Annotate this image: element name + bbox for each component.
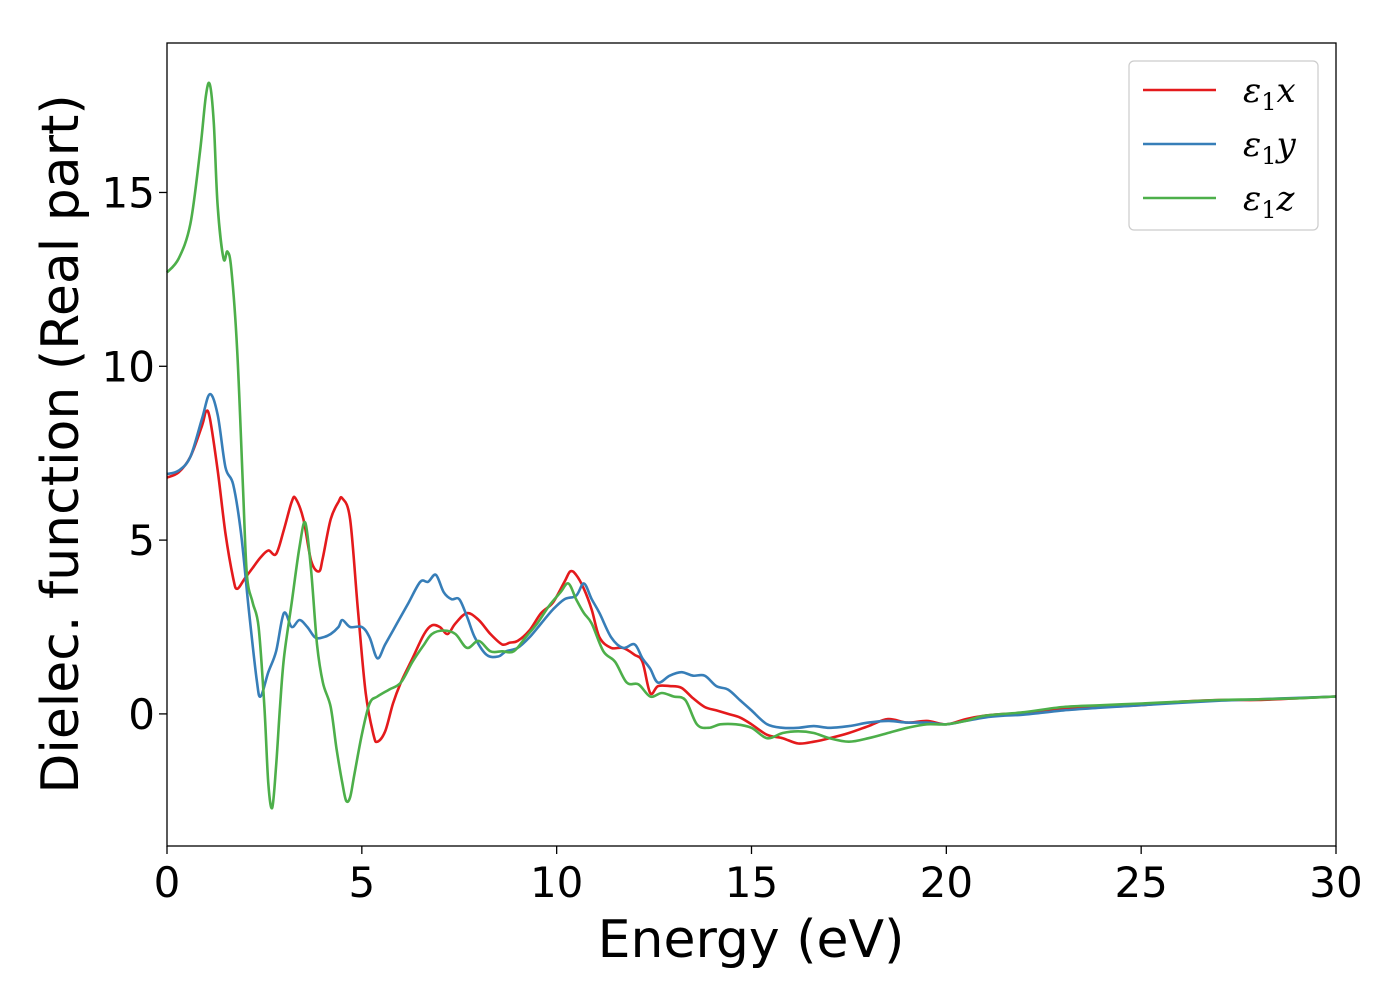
x-axis-label: Energy (eV)	[598, 910, 905, 970]
legend-label-symbol: ε	[1243, 179, 1261, 219]
legend-label-variable: z	[1276, 179, 1296, 219]
legend-label-symbol: ε	[1243, 71, 1261, 111]
y-axis-ticks: 0 5 10 15	[102, 168, 167, 739]
legend-label-subscript: 1	[1261, 88, 1276, 116]
x-tick-label: 20	[920, 858, 973, 907]
legend-label-subscript: 1	[1261, 196, 1276, 224]
legend-label-symbol: ε	[1243, 125, 1261, 165]
x-tick-label: 0	[154, 858, 181, 907]
x-tick-label: 10	[530, 858, 583, 907]
x-axis-ticks: 0 5 10 15 20 25 30	[154, 846, 1363, 907]
legend-label-variable: y	[1275, 125, 1297, 165]
legend-label-z: ε1z	[1243, 179, 1296, 224]
y-tick-label: 15	[102, 168, 155, 217]
series-line-y	[166, 392, 1337, 730]
legend-label-y: ε1y	[1243, 125, 1297, 170]
legend-label-subscript: 1	[1261, 142, 1276, 170]
x-tick-label: 15	[725, 858, 778, 907]
series-line-x	[166, 409, 1337, 745]
legend-label-x: ε1x	[1243, 71, 1296, 116]
legend-label-variable: x	[1277, 71, 1296, 111]
y-tick-label: 5	[128, 516, 155, 565]
y-tick-label: 0	[128, 690, 155, 739]
x-tick-label: 30	[1309, 858, 1362, 907]
x-tick-label: 5	[348, 858, 375, 907]
x-tick-label: 25	[1114, 858, 1167, 907]
series-layer	[165, 81, 1337, 810]
legend-box	[1128, 60, 1319, 231]
series-line-z	[165, 81, 1337, 810]
y-tick-label: 10	[102, 342, 155, 391]
y-axis-label: Dielec. function (Real part)	[31, 94, 91, 793]
